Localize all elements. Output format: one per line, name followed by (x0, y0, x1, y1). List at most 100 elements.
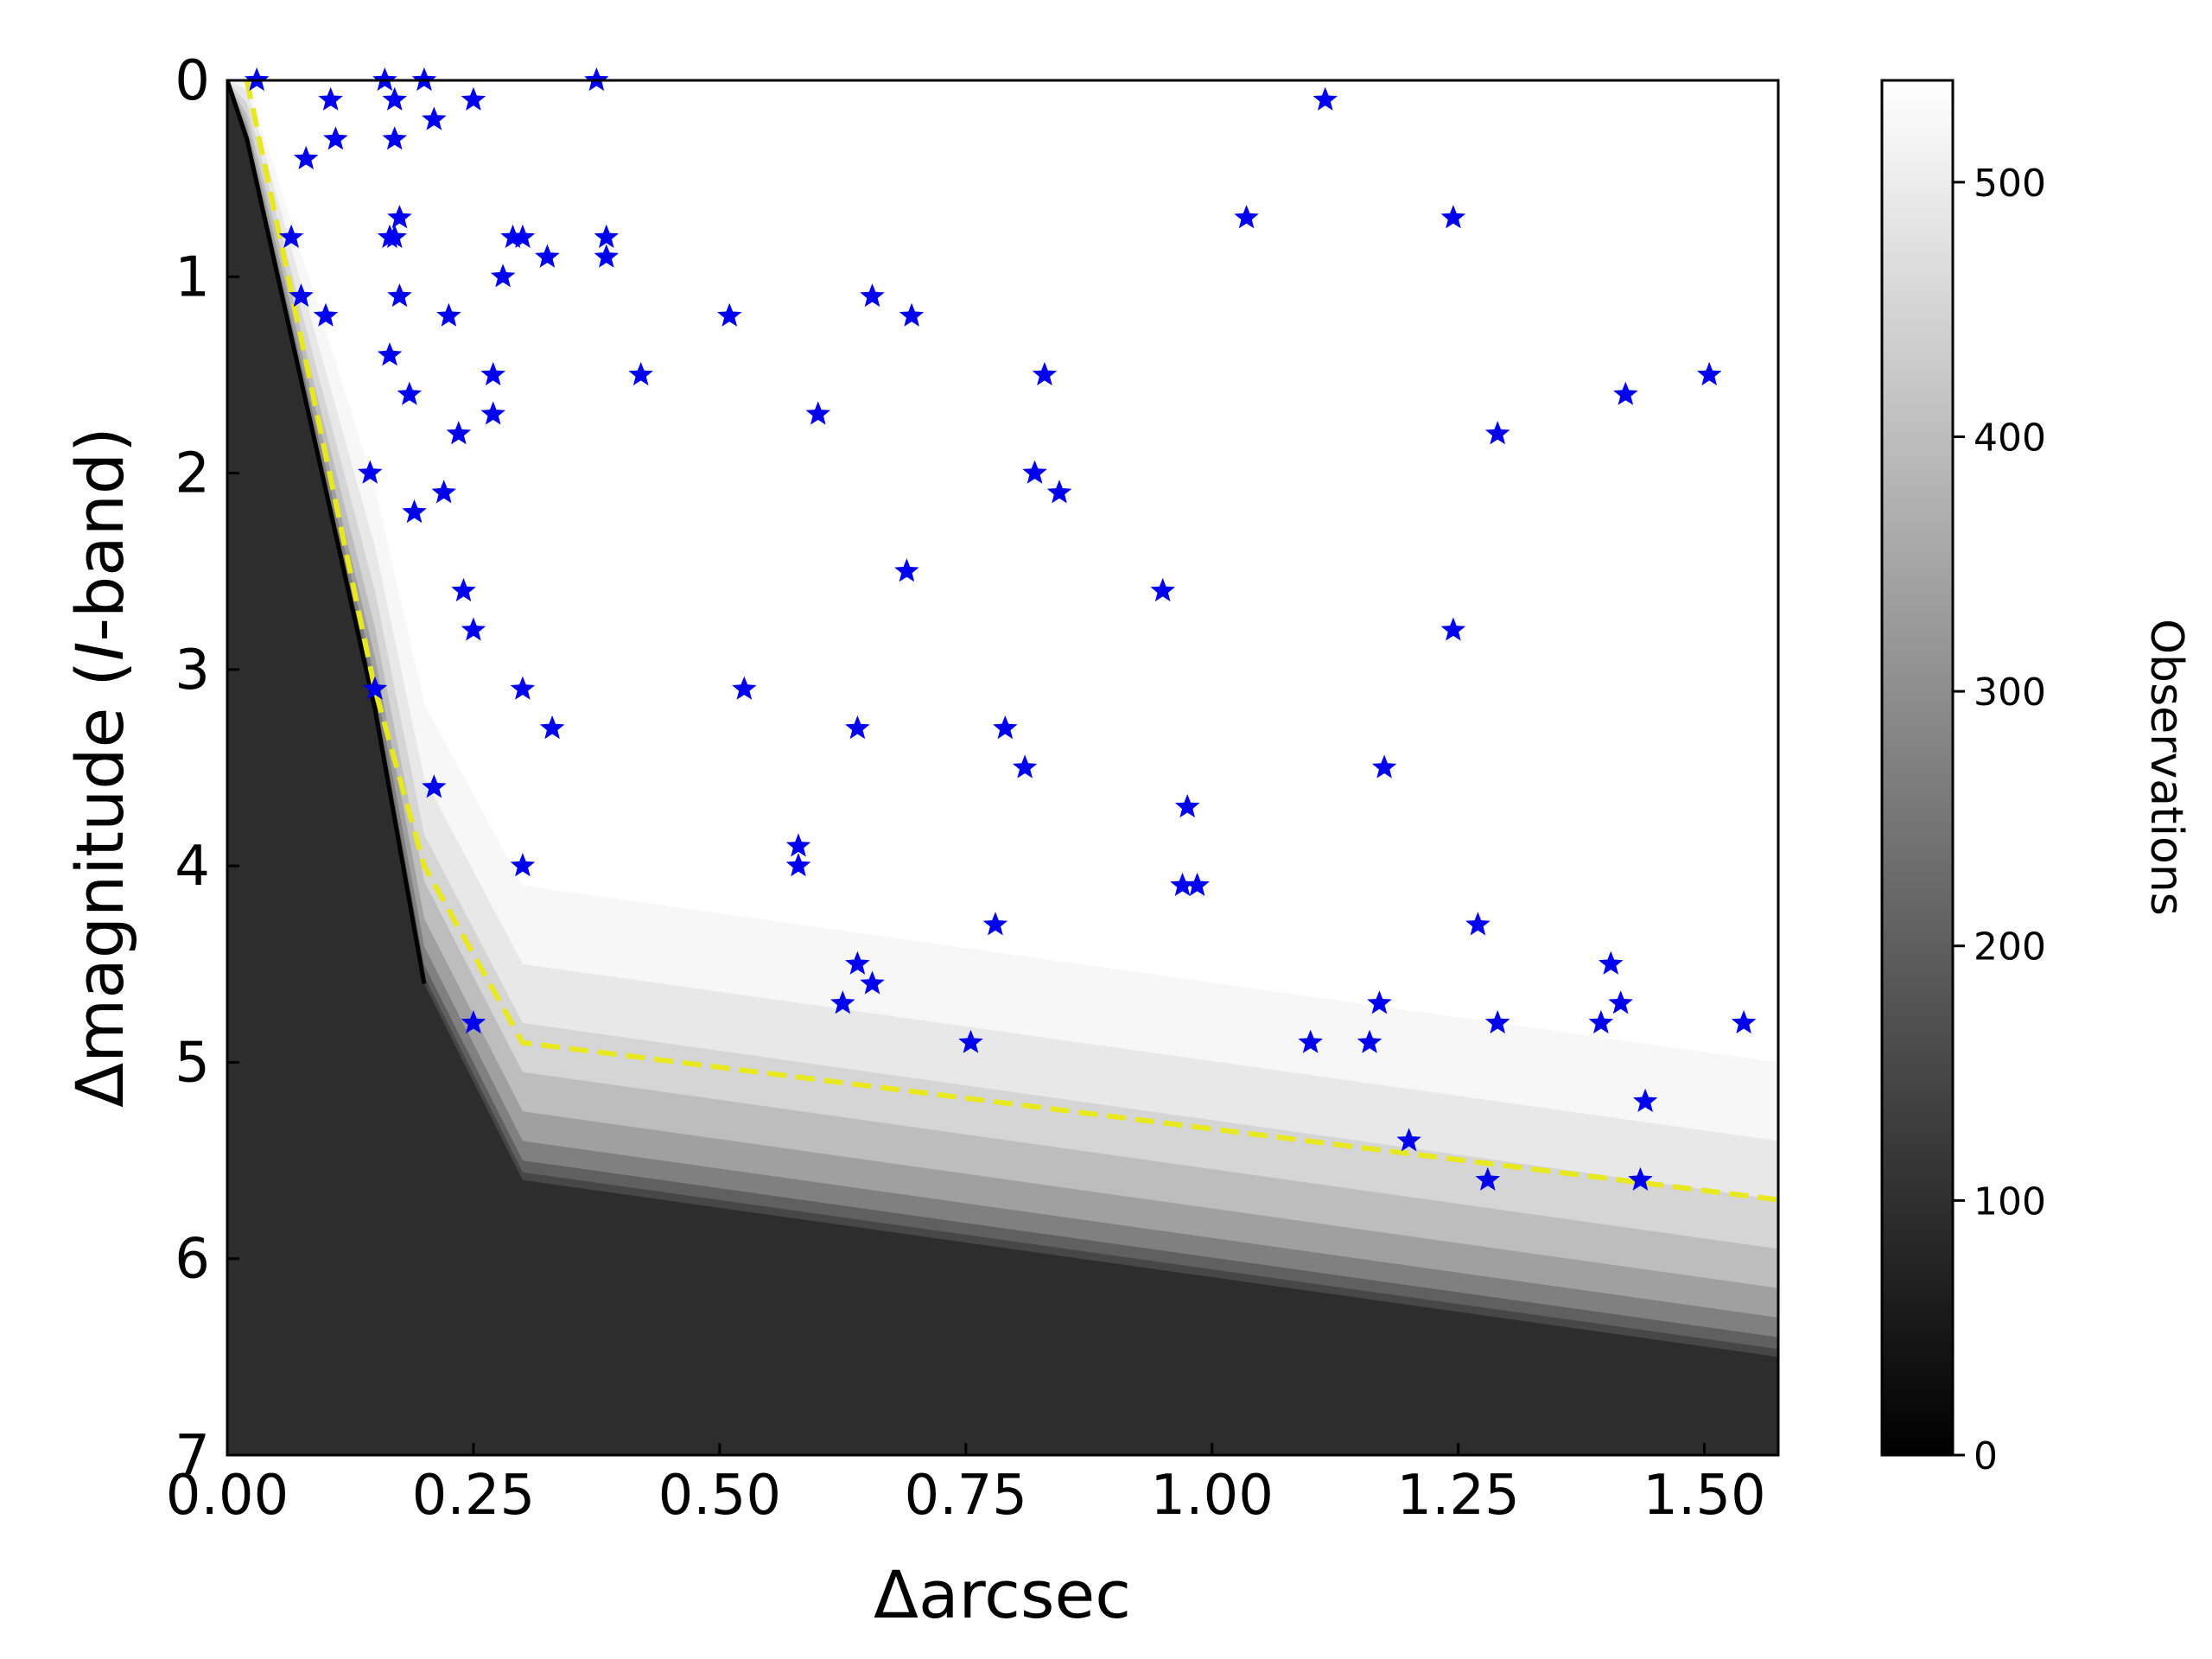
colorbar-label: Observations (2140, 619, 2192, 916)
contrast-curve-layer (244, 80, 1778, 1203)
star-marker (1174, 794, 1200, 818)
y-tick-label: 6 (175, 1228, 210, 1292)
star-marker (1440, 617, 1466, 641)
heatmap-band (227, 80, 1778, 1455)
star-marker (1032, 361, 1058, 386)
star-marker (894, 558, 919, 582)
colorbar-tick-label: 500 (1974, 162, 2046, 206)
plot-frame (226, 79, 1780, 1457)
star-marker (899, 302, 925, 327)
star-marker (490, 264, 516, 288)
star-marker (461, 86, 486, 111)
y-tick-label: 0 (175, 49, 210, 113)
star-marker (289, 283, 314, 308)
heatmap-dark-region (227, 80, 1778, 1455)
star-marker (358, 460, 383, 484)
star-marker (628, 361, 653, 386)
y-axis-label-prefix: Δmagnitude ( (61, 661, 138, 1108)
y-axis-label: Δmagnitude (I-band) (61, 427, 138, 1108)
heatmap-band (227, 80, 1778, 1455)
star-marker (1628, 1166, 1653, 1191)
star-marker (377, 342, 403, 366)
colorbar-tick-label: 0 (1974, 1434, 1998, 1478)
star-marker (362, 676, 388, 700)
y-tick-label: 5 (175, 1031, 210, 1095)
star-marker (382, 86, 407, 111)
x-tick-label: 0.50 (658, 1464, 782, 1528)
y-tick-label: 4 (175, 835, 210, 899)
star-marker (1234, 205, 1259, 229)
star-marker (1150, 577, 1175, 602)
colorbar-gradient (1880, 79, 1955, 1457)
heatmap-band (227, 80, 1778, 1455)
star-marker (323, 126, 348, 150)
star-marker (1357, 1029, 1382, 1053)
star-marker (805, 401, 831, 425)
star-marker (1367, 990, 1392, 1014)
star-marker (594, 224, 619, 248)
star-marker (1697, 361, 1722, 386)
star-marker (387, 205, 412, 229)
star-marker (293, 145, 319, 169)
star-marker (377, 224, 403, 248)
star-marker (422, 106, 447, 130)
y-axis-label-band: I (61, 641, 138, 660)
star-marker (860, 970, 885, 995)
star-marker (717, 302, 742, 327)
star-marker (1608, 990, 1633, 1014)
star-marker (500, 224, 525, 248)
star-marker (446, 421, 472, 445)
star-marker (510, 224, 536, 248)
star-marker (785, 833, 811, 857)
star-marker (1484, 1010, 1510, 1034)
y-axis-label-suffix: -band) (61, 427, 138, 641)
y-tick-label: 3 (175, 639, 210, 702)
star-marker (461, 1010, 486, 1034)
star-marker (480, 361, 505, 386)
star-marker (1475, 1166, 1501, 1191)
star-marker (1613, 381, 1638, 405)
colorbar-tick-label: 300 (1974, 671, 2046, 715)
star-marker (1313, 86, 1338, 111)
y-tick-label: 2 (175, 442, 210, 506)
star-marker (785, 853, 811, 877)
star-marker (480, 401, 505, 425)
star-marker (1185, 872, 1210, 896)
star-marker (732, 676, 757, 700)
x-tick-label: 0.25 (412, 1464, 536, 1528)
star-marker (845, 950, 870, 975)
colorbar-tick-label: 200 (1974, 925, 2046, 969)
star-marker (313, 302, 339, 327)
contrast-curve (244, 80, 1778, 1203)
star-marker (1371, 754, 1397, 779)
colorbar-ticks: 0 100 200 300 400 500 (1953, 162, 2046, 1478)
star-marker (993, 715, 1018, 740)
x-tick-label: 0.75 (905, 1464, 1028, 1528)
colorbar-tick-label: 400 (1974, 416, 2046, 460)
star-marker (382, 126, 407, 150)
observation-heatmap (227, 80, 1778, 1455)
heatmap-band (227, 80, 1778, 1455)
star-marker (1022, 460, 1047, 484)
colorbar-tick-label: 100 (1974, 1179, 2046, 1224)
x-axis: 0.00 0.25 0.50 0.75 1.00 1.25 1.50 (166, 1443, 1766, 1528)
star-marker (594, 244, 619, 268)
star-marker (845, 715, 870, 740)
star-marker (1012, 754, 1038, 779)
star-marker (1632, 1088, 1658, 1112)
y-tick-label: 1 (175, 245, 210, 309)
star-marker (1465, 912, 1491, 936)
heatmap-edge (227, 80, 427, 984)
star-marker (982, 912, 1008, 936)
colorbar: 0 100 200 300 400 500 Observations (1880, 79, 2192, 1478)
star-marker (1484, 421, 1510, 445)
star-marker (1046, 480, 1072, 504)
star-marker (830, 990, 855, 1014)
star-marker (510, 676, 536, 700)
star-marker (860, 283, 885, 308)
star-marker (1731, 1010, 1757, 1034)
star-marker (510, 853, 536, 877)
star-marker (278, 224, 304, 248)
star-marker (431, 480, 456, 504)
